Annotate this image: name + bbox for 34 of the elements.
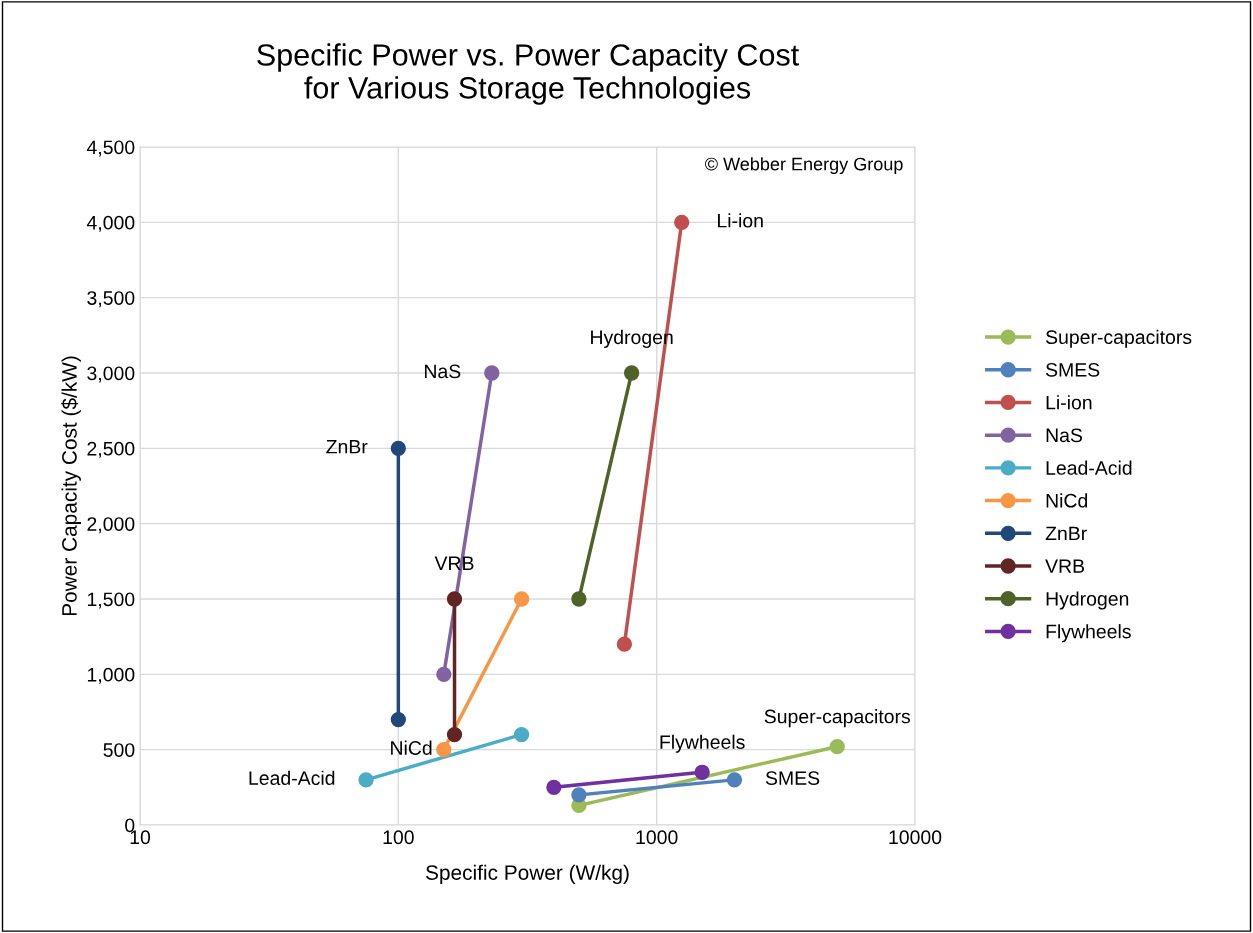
- y-tick-label: 500: [103, 743, 135, 757]
- y-tick-label: 3,000: [87, 366, 135, 383]
- y-tick-label: 1,000: [87, 667, 135, 684]
- annotation: © Webber Energy Group: [705, 157, 903, 174]
- annotation: NaS: [424, 364, 461, 379]
- y-tick-label: 4,000: [86, 215, 135, 232]
- annotation: Flywheels: [660, 734, 745, 753]
- x-tick-label: 100: [383, 830, 414, 845]
- legend-label: SMES: [1045, 362, 1100, 377]
- y-tick-label: 1,500: [87, 592, 135, 609]
- y-tick-label: 4,500: [86, 140, 135, 157]
- annotation: Li-ion: [718, 213, 763, 228]
- legend-label: Hydrogen: [1046, 591, 1129, 610]
- y-tick-label: 2,000: [87, 517, 135, 534]
- legend-label: Flywheels: [1046, 624, 1131, 643]
- legend-label: Li-ion: [1046, 395, 1092, 410]
- legend-label: VRB: [1045, 559, 1085, 573]
- y-axis-title: Power Capacity Cost ($/kW): [61, 356, 81, 616]
- legend-label: Super-capacitors: [1045, 329, 1192, 348]
- x-axis-title: Specific Power (W/kg): [426, 864, 629, 885]
- annotation: SMES: [765, 771, 820, 786]
- x-tick-label: 10000: [889, 830, 942, 845]
- legend-label: NiCd: [1046, 493, 1088, 508]
- legend-label: ZnBr: [1045, 526, 1087, 541]
- annotation: ZnBr: [326, 439, 368, 454]
- x-tick-label: 1000: [636, 830, 678, 845]
- chart-title: Specific Power vs. Power Capacity Cost for Various Storage Technologies: [257, 43, 799, 105]
- annotation: Super-capacitors: [764, 709, 911, 728]
- annotation: Lead-Acid: [249, 770, 335, 786]
- legend-label: NaS: [1046, 428, 1083, 443]
- annotation: NiCd: [391, 740, 432, 755]
- y-tick-label: 2,500: [87, 441, 135, 458]
- legend-label: Lead-Acid: [1046, 460, 1132, 475]
- y-tick-label: 3,500: [87, 291, 135, 308]
